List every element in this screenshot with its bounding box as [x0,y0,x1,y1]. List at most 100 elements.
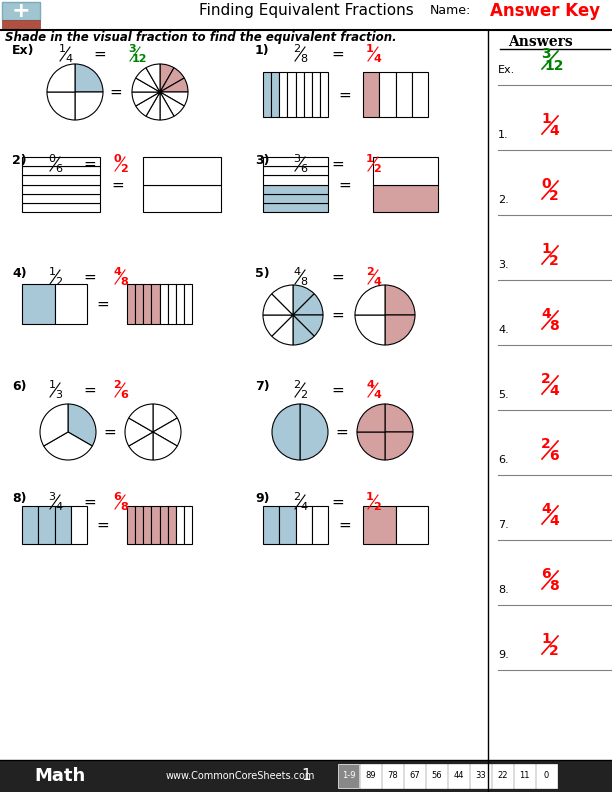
Bar [151,506,160,544]
Bar [135,284,143,324]
Bar [279,506,296,544]
Text: 1: 1 [366,44,374,54]
Text: 1: 1 [48,380,56,390]
Bar [304,72,312,117]
Text: 2: 2 [373,164,381,174]
Text: 8: 8 [120,502,128,512]
Bar [263,506,279,544]
Bar [288,72,296,117]
Text: 89: 89 [365,771,376,780]
Text: 1: 1 [541,112,551,126]
Text: 2: 2 [293,44,300,54]
Text: 1.: 1. [498,130,509,140]
Bar [168,284,176,324]
Bar [22,166,100,175]
Text: 2): 2) [12,154,27,167]
Text: =: = [332,269,345,284]
Text: 44: 44 [453,771,464,780]
Text: Shade in the visual fraction to find the equivalent fraction.: Shade in the visual fraction to find the… [5,31,397,44]
Text: 2: 2 [373,502,381,512]
Wedge shape [129,404,153,432]
Text: 4: 4 [300,502,308,512]
Text: 4: 4 [56,502,62,512]
Text: 67: 67 [409,771,420,780]
Text: 8): 8) [12,492,26,505]
Text: 1: 1 [541,242,551,256]
Text: 3: 3 [56,390,62,400]
Text: Finding Equivalent Fractions: Finding Equivalent Fractions [199,3,413,18]
Wedge shape [160,92,184,116]
Bar [263,166,328,175]
Bar [395,506,428,544]
Bar [296,72,304,117]
Text: =: = [335,425,348,440]
Bar [492,764,513,788]
Text: 2: 2 [366,267,374,277]
Text: 12: 12 [544,59,564,73]
Text: 0: 0 [541,177,551,191]
Bar [360,764,381,788]
Bar [426,764,447,788]
Bar [143,506,151,544]
Text: 22: 22 [497,771,508,780]
Bar [320,72,328,117]
Text: 1): 1) [255,44,270,57]
Wedge shape [146,64,160,92]
Text: 6: 6 [300,164,307,174]
Text: =: = [332,157,345,172]
Text: 4: 4 [373,54,381,64]
Bar [382,764,403,788]
Text: 2: 2 [541,372,551,386]
Bar [38,506,54,544]
Bar [151,284,160,324]
Text: =: = [97,296,110,311]
Text: 12: 12 [131,54,147,64]
Text: =: = [84,157,96,172]
Bar [54,506,71,544]
Text: 2: 2 [300,390,308,400]
Text: 6: 6 [549,449,559,463]
Bar [312,506,328,544]
Wedge shape [385,285,415,315]
Text: 7): 7) [255,380,270,393]
Text: 4: 4 [373,277,381,287]
Text: 2: 2 [549,644,559,658]
Text: =: = [332,307,345,322]
Wedge shape [293,315,323,337]
Bar [279,72,288,117]
Text: =: = [338,177,351,192]
Text: 9): 9) [255,492,269,505]
Wedge shape [125,418,153,446]
Text: 2.: 2. [498,195,509,205]
Bar [22,506,38,544]
Bar [373,157,438,185]
Text: =: = [84,269,96,284]
Bar [143,284,151,324]
Text: 78: 78 [387,771,398,780]
Text: =: = [111,177,124,192]
Text: Answers: Answers [507,35,572,49]
Bar [2,2,40,20]
Bar [168,506,176,544]
Text: 4.: 4. [498,325,509,335]
Text: 2: 2 [549,189,559,203]
Text: 4: 4 [113,267,121,277]
Text: 4: 4 [541,502,551,516]
Bar [0,760,612,792]
Text: 3: 3 [128,44,136,54]
Text: 2: 2 [56,277,62,287]
Text: 3: 3 [294,154,300,164]
Text: =: = [110,85,122,100]
Wedge shape [160,64,174,92]
Wedge shape [355,285,385,315]
Wedge shape [75,64,103,92]
Bar [536,764,557,788]
Text: =: = [332,383,345,398]
Wedge shape [132,78,160,92]
Wedge shape [385,404,413,432]
Bar [160,284,168,324]
Text: Math: Math [34,767,86,785]
Bar [22,203,100,212]
Text: 8: 8 [549,319,559,333]
Text: Answer Key: Answer Key [490,2,600,20]
